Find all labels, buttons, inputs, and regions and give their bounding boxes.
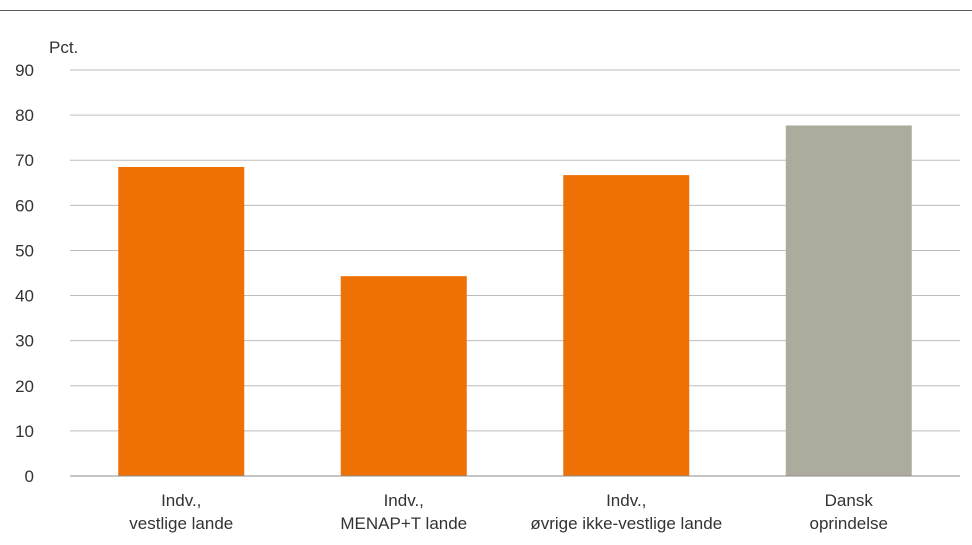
- y-tick-label: 0: [25, 467, 34, 486]
- x-tick-label: Indv.,: [606, 491, 646, 510]
- y-tick-label: 80: [15, 106, 34, 125]
- y-tick-label: 50: [15, 241, 34, 260]
- x-axis-labels: Indv., vestlige lande Indv., MENAP+T lande I…: [129, 491, 888, 533]
- y-axis-ticks: 0 10 20 30 40 50 60 70 80 90: [15, 61, 34, 486]
- x-tick-label: Indv.,: [161, 491, 201, 510]
- x-tick-label: Dansk: [825, 491, 874, 510]
- y-axis-label: Pct.: [49, 38, 78, 57]
- bar: [563, 175, 690, 476]
- y-tick-label: 20: [15, 377, 34, 396]
- x-tick-label: Indv.,: [384, 491, 424, 510]
- bar: [340, 276, 467, 476]
- y-tick-label: 90: [15, 61, 34, 80]
- x-tick-label: oprindelse: [810, 514, 888, 533]
- y-tick-label: 30: [15, 332, 34, 351]
- x-tick-label: MENAP+T lande: [340, 514, 467, 533]
- bar: [118, 166, 245, 476]
- y-tick-label: 70: [15, 151, 34, 170]
- x-tick-label: vestlige lande: [129, 514, 233, 533]
- y-tick-label: 60: [15, 196, 34, 215]
- y-tick-label: 10: [15, 422, 34, 441]
- top-rule: [0, 10, 972, 11]
- y-tick-label: 40: [15, 287, 34, 306]
- bars: [118, 125, 912, 476]
- x-tick-label: øvrige ikke-vestlige lande: [530, 514, 722, 533]
- bar: [785, 125, 912, 476]
